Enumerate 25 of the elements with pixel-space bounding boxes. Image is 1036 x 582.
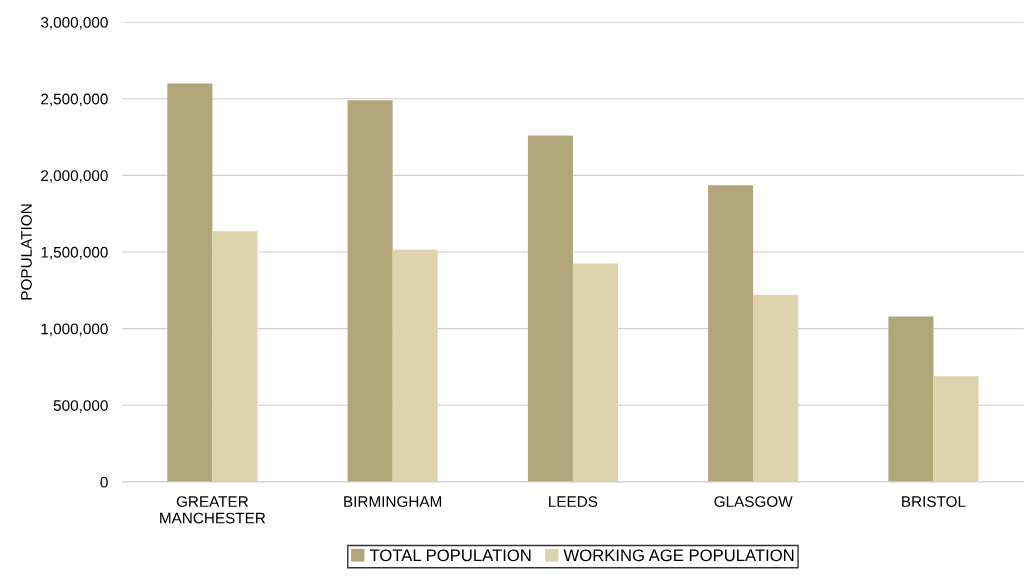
y-tick-label: 2,000,000	[41, 170, 108, 183]
x-tick-label: BRISTOL	[902, 496, 966, 508]
bar	[212, 231, 258, 482]
bar	[708, 185, 754, 482]
bar	[167, 83, 213, 482]
bar	[392, 249, 438, 482]
bar	[753, 294, 799, 482]
bar	[347, 100, 393, 482]
y-tick-label: 1,000,000	[41, 323, 108, 337]
bar	[527, 135, 573, 482]
y-tick-label: 500,000	[53, 400, 108, 413]
y-tick-label: 3,000,000	[40, 16, 108, 30]
x-tick-label: GLASGOW	[714, 496, 793, 508]
legend-label: TOTAL POPULATION	[369, 549, 531, 562]
bar	[888, 316, 934, 482]
x-tick-label: LEEDS	[549, 496, 598, 508]
legend-label: WORKING AGE POPULATION	[563, 549, 794, 562]
x-tick-label: BIRMINGHAM	[344, 496, 442, 508]
bar	[572, 263, 618, 482]
y-axis-title: POPULATION	[21, 204, 32, 300]
x-tick-label: GREATER MANCHESTER	[160, 496, 266, 524]
y-tick-label: 0	[100, 476, 108, 488]
y-tick-label: 2,500,000	[41, 93, 108, 107]
bar	[933, 376, 979, 482]
y-tick-label: 1,500,000	[41, 246, 108, 260]
